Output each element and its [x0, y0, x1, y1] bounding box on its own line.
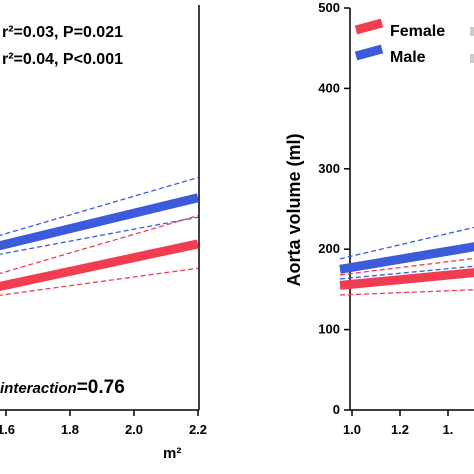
interaction-label: interaction [0, 380, 77, 397]
legend-label-female: Female [390, 23, 445, 40]
right-x-ticks: 1.0 1.2 1. [343, 410, 453, 437]
left-x-tick-label: 1.6 [0, 422, 15, 437]
left-female-ci-lower [0, 267, 199, 296]
right-y-tick-label: 400 [318, 80, 340, 95]
right-y-tick-label: 500 [318, 0, 340, 15]
right-x-tick-label: 1.0 [343, 422, 361, 437]
right-x-tick-label: 1.2 [391, 422, 409, 437]
right-y-tick-label: 100 [318, 322, 340, 337]
legend-swatch-female [354, 18, 384, 35]
left-plot-lines [0, 176, 200, 296]
left-panel: 1.6 1.8 2.0 2.2 r²=0.03, P=0.021 r²=0.04, P… [0, 5, 207, 462]
right-y-tick-label: 300 [318, 161, 340, 176]
left-male-regression-line [0, 193, 200, 251]
right-y-axis-label: Aorta volume (ml) [284, 133, 304, 286]
interaction-value: =0.76 [77, 377, 125, 398]
right-male-ci-upper [339, 226, 474, 260]
right-x-tick-label: 1. [443, 422, 454, 437]
legend: Female Male [354, 18, 474, 66]
legend-swatch-male [354, 44, 384, 61]
left-x-tick-label: 2.0 [125, 422, 143, 437]
left-male-ci-upper [0, 176, 199, 237]
right-plot-lines [339, 226, 474, 296]
stat-line-1: r²=0.03, P=0.021 [2, 24, 123, 41]
left-female-regression-line [0, 239, 199, 291]
right-y-tick-label: 200 [318, 241, 340, 256]
legend-swatch-partial-1 [470, 27, 474, 36]
right-male-ci-lower [339, 265, 474, 280]
interaction-annotation: interaction=0.76 [0, 377, 125, 398]
left-x-axis-label: m² [163, 445, 181, 462]
right-panel: 0 100 200 300 400 500 1.0 1.2 1. Aorta volume (… [284, 0, 474, 437]
right-female-regression-line [339, 268, 474, 290]
legend-label-male: Male [390, 49, 426, 66]
left-female-ci-upper [0, 214, 199, 275]
legend-swatch-partial-2 [470, 54, 474, 63]
left-male-ci-lower [0, 216, 199, 255]
right-female-ci-upper [339, 257, 474, 276]
left-x-tick-label: 2.2 [189, 422, 207, 437]
stat-line-2: r²=0.04, P<0.001 [2, 51, 123, 68]
right-y-tick-label: 0 [333, 402, 340, 417]
left-x-tick-label: 1.8 [61, 422, 79, 437]
left-x-ticks: 1.6 1.8 2.0 2.2 [0, 410, 207, 437]
right-y-ticks: 0 100 200 300 400 500 [318, 0, 350, 417]
right-male-regression-line [339, 242, 474, 274]
right-female-ci-lower [339, 289, 474, 296]
